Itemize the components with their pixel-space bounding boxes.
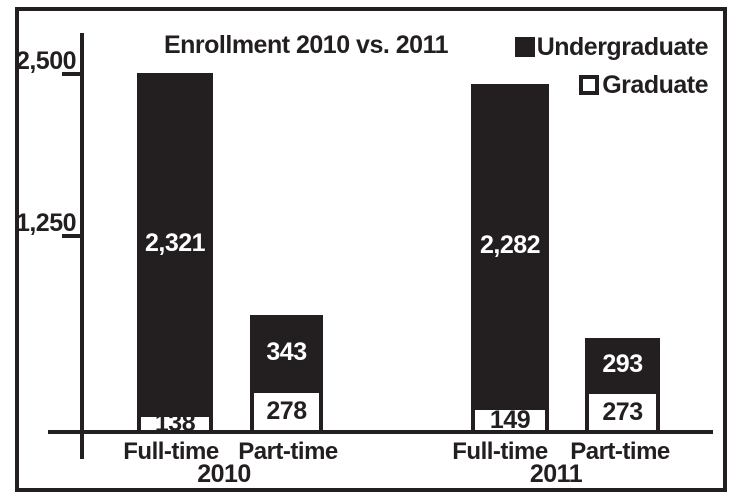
y-tick-label-1250: 1,250 (15, 209, 77, 237)
bar-2011-part-time-graduate-segment: 273 (585, 390, 660, 434)
value-label-undergraduate: 2,321 (144, 228, 206, 257)
chart-frame (15, 7, 727, 492)
bar-2011-full-time-graduate-segment: 149 (471, 406, 549, 434)
bar-2010-full-time-graduate-segment: 138 (137, 409, 213, 437)
year-label-2010: 2010 (197, 460, 251, 488)
value-label-undergraduate: 343 (266, 337, 307, 366)
x-axis-line (48, 430, 713, 434)
graduate-swatch-icon (579, 75, 600, 95)
legend-item-undergraduate: Undergraduate (514, 32, 709, 61)
value-label-graduate: 138 (154, 409, 196, 437)
bar-2010-part-time-undergraduate-segment: 343 (250, 315, 323, 389)
value-label-graduate: 149 (489, 405, 531, 434)
bar-2010-part-time-graduate-segment: 278 (250, 389, 323, 434)
value-label-graduate: 273 (602, 397, 643, 426)
y-axis-line (80, 33, 84, 459)
legend-label-graduate: Graduate (602, 70, 708, 99)
legend-item-graduate: Graduate (515, 70, 708, 99)
bar-2010-full-time-undergraduate-segment: 2,321 (137, 73, 213, 413)
undergraduate-swatch-icon (514, 37, 535, 57)
value-label-undergraduate: 293 (602, 349, 643, 378)
category-label-2010-part-time: Part-time (238, 438, 338, 465)
value-label-undergraduate: 2,282 (479, 230, 541, 259)
chart-title: Enrollment 2010 vs. 2011 (163, 31, 449, 59)
year-label-2011: 2011 (529, 460, 583, 488)
category-label-2011-full-time: Full-time (452, 438, 548, 465)
bar-2011-full-time-undergraduate-segment: 2,282 (471, 84, 549, 406)
y-tick-label-2500: 2,500 (15, 47, 77, 75)
y-tick-mark-2500 (62, 72, 83, 76)
legend-label-undergraduate: Undergraduate (536, 32, 709, 61)
category-label-2010-full-time: Full-time (123, 438, 219, 465)
bar-2011-part-time-undergraduate-segment: 293 (585, 338, 660, 390)
category-label-2011-part-time: Part-time (570, 438, 670, 465)
legend: Undergraduate Graduate (514, 32, 709, 110)
y-tick-mark-1250 (62, 234, 83, 238)
value-label-graduate: 278 (266, 397, 307, 425)
